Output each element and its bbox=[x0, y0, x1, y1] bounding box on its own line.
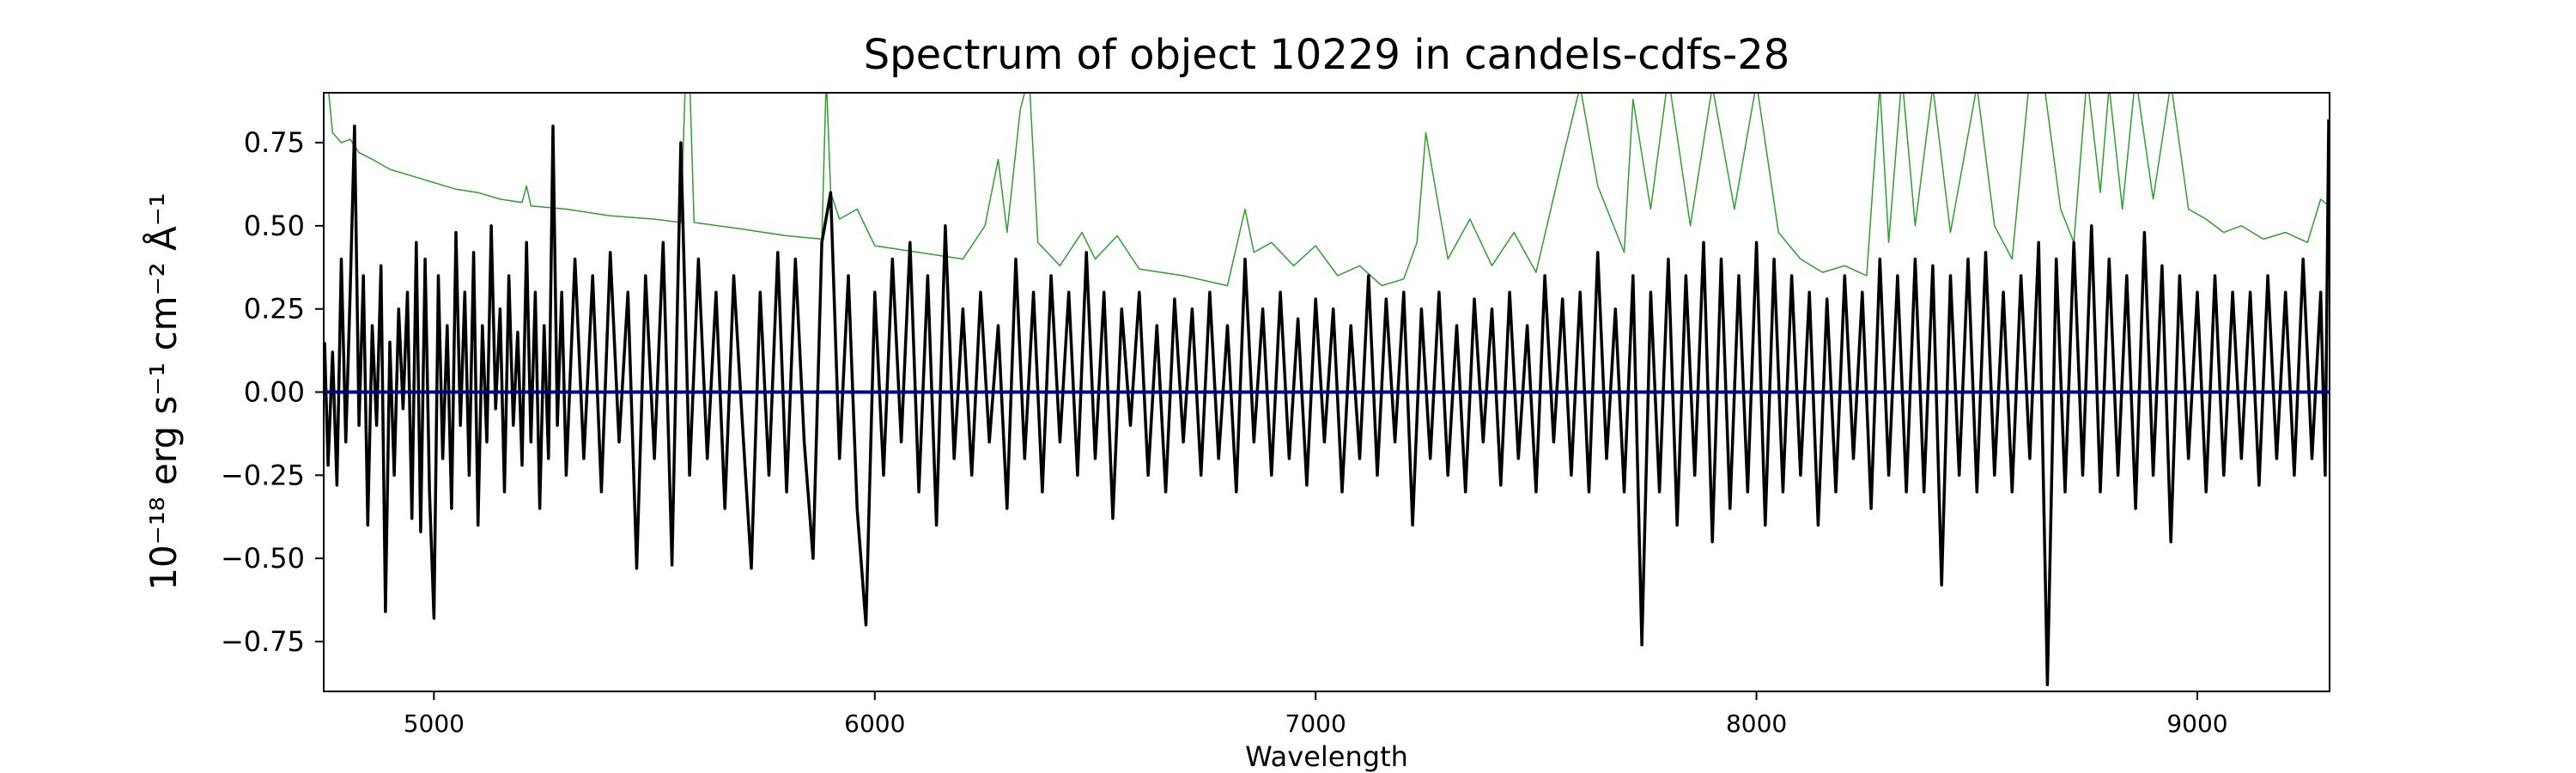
x-tick-label: 8000 bbox=[1726, 709, 1787, 738]
chart-title: Spectrum of object 10229 in candels-cdfs… bbox=[864, 31, 1790, 79]
y-tick-label: 0.50 bbox=[244, 210, 305, 242]
series-layer bbox=[324, 93, 2330, 687]
y-tick-label: 0.00 bbox=[244, 376, 305, 409]
x-axis: 5000 6000 7000 8000 9000 bbox=[404, 691, 2228, 738]
y-axis: −0.75 −0.50 −0.25 0.00 0.25 0.50 0.75 bbox=[221, 126, 324, 658]
y-tick-label: 0.25 bbox=[244, 293, 305, 326]
x-tick-label: 9000 bbox=[2166, 709, 2227, 738]
y-tick-label: −0.50 bbox=[221, 542, 305, 575]
error-series-line bbox=[328, 93, 2330, 287]
y-tick-label: −0.75 bbox=[221, 625, 305, 658]
x-tick-label: 5000 bbox=[404, 709, 465, 738]
y-tick-label: −0.25 bbox=[221, 459, 305, 491]
x-tick-label: 6000 bbox=[844, 709, 905, 738]
flux-series-line bbox=[324, 119, 2330, 687]
plot-area bbox=[323, 92, 2330, 692]
x-axis-label: Wavelength bbox=[1245, 740, 1408, 773]
x-tick-label: 7000 bbox=[1285, 709, 1346, 738]
y-tick-label: 0.75 bbox=[244, 126, 305, 159]
y-axis-label: 10⁻¹⁸ erg s⁻¹ cm⁻² Å⁻¹ bbox=[142, 192, 185, 590]
